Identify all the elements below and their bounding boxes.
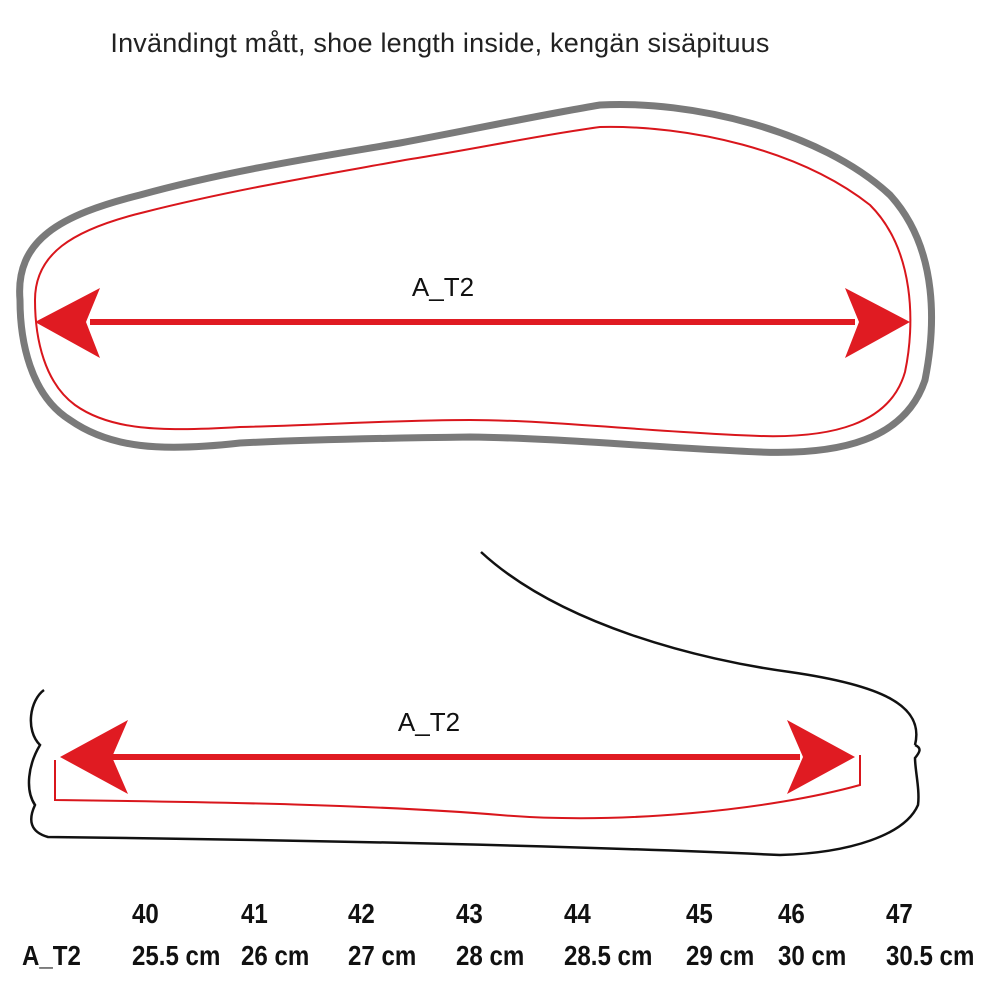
length-value: 26 cm — [241, 940, 310, 971]
sole-outline — [16, 100, 935, 456]
side-length-arrow — [60, 720, 855, 794]
length-value: 25.5 cm — [132, 940, 221, 971]
top-arrow-label: A_T2 — [412, 272, 474, 302]
length-value: 28.5 cm — [564, 940, 653, 971]
size-table-row-label: A_T2 — [22, 940, 81, 971]
size-label: 40 — [132, 898, 159, 929]
size-label: 43 — [456, 898, 483, 929]
top-length-arrow — [35, 288, 910, 358]
side-arrow-label: A_T2 — [398, 707, 460, 737]
size-label: 42 — [348, 898, 375, 929]
size-label: 41 — [241, 898, 268, 929]
shoe-profile — [27, 688, 921, 857]
size-label: 46 — [778, 898, 805, 929]
size-table: A_T2 40 25.5 cm 41 26 cm 42 27 cm 43 28 … — [0, 898, 1000, 988]
page-title: Invändingt mått, shoe length inside, ken… — [110, 28, 770, 58]
size-label: 47 — [886, 898, 913, 929]
length-value: 28 cm — [456, 940, 525, 971]
shoe-upper-line — [480, 551, 918, 746]
length-value: 27 cm — [348, 940, 417, 971]
side-insole-line — [54, 755, 861, 820]
length-value: 29 cm — [686, 940, 755, 971]
size-label: 45 — [686, 898, 713, 929]
size-label: 44 — [564, 898, 591, 929]
insole-outline — [33, 125, 912, 438]
length-value: 30.5 cm — [886, 940, 975, 971]
length-value: 30 cm — [778, 940, 847, 971]
shoe-diagrams: A_T2 A_T2 — [16, 100, 935, 857]
